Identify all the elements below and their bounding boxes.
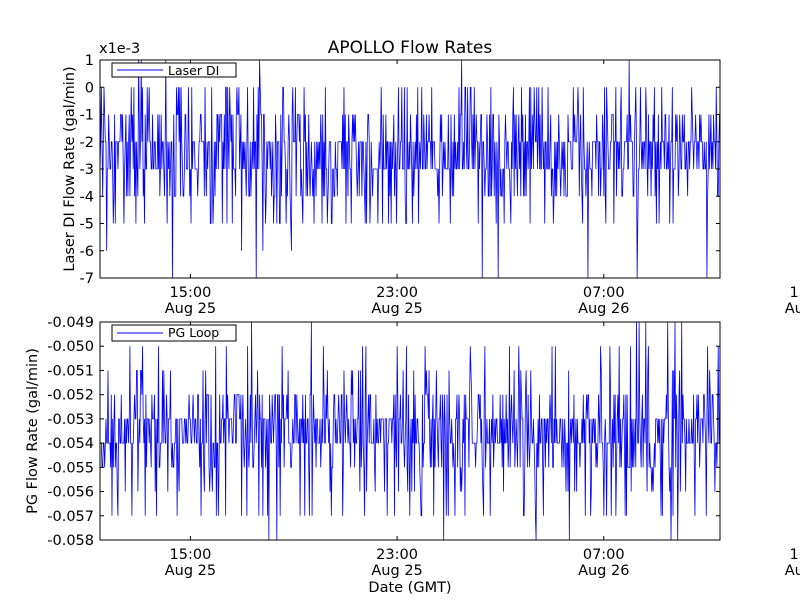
x-tick-date-label: Aug 25 bbox=[371, 563, 422, 579]
pg-loop-legend-label: PG Loop bbox=[168, 325, 219, 340]
series-line-laser-di bbox=[100, 60, 720, 278]
pg-loop-legend-box bbox=[111, 324, 237, 342]
x-tick-date-label: Aug 25 bbox=[165, 301, 216, 317]
y-tick-label: -0.057 bbox=[47, 509, 94, 525]
y-tick-label: -0.056 bbox=[47, 485, 94, 501]
y-tick-label: -0.050 bbox=[47, 339, 94, 355]
y-tick-label: -0.051 bbox=[47, 363, 94, 379]
x-tick-time-label: 15:00 bbox=[790, 547, 800, 563]
laser-di-y-axis-label: Laser DI Flow Rate (gal/min) bbox=[62, 66, 78, 271]
x-tick-date-label: Aug 26 bbox=[785, 301, 800, 317]
x-tick-time-label: 23:00 bbox=[376, 285, 418, 301]
laser-di-legend-box bbox=[111, 62, 237, 78]
y-tick-label: -0.055 bbox=[47, 460, 94, 476]
y-tick-label: -0.049 bbox=[47, 315, 94, 331]
x-tick-time-label: 07:00 bbox=[583, 547, 625, 563]
y-tick-label: -7 bbox=[80, 271, 94, 287]
laser-di-y-ticks: 1 0 -1 -2 -3 -4 -5 -6 -7 bbox=[80, 53, 720, 287]
y-tick-label: -2 bbox=[80, 135, 94, 151]
laser-di-legend-label: Laser DI bbox=[168, 63, 219, 78]
x-tick-date-label: Aug 25 bbox=[165, 563, 216, 579]
y-tick-label: 1 bbox=[85, 53, 94, 69]
y-tick-label: -6 bbox=[80, 244, 94, 260]
laser-di-offset-label: x1e-3 bbox=[99, 41, 140, 57]
x-tick-date-label: Aug 25 bbox=[371, 301, 422, 317]
pg-loop-series bbox=[100, 322, 720, 540]
x-tick-time-label: 07:00 bbox=[583, 285, 625, 301]
x-tick-date-label: Aug 26 bbox=[578, 301, 629, 317]
y-tick-label: -5 bbox=[80, 217, 94, 233]
y-tick-label: -0.054 bbox=[47, 436, 94, 452]
y-tick-label: -0.053 bbox=[47, 412, 94, 428]
x-tick-date-label: Aug 26 bbox=[785, 563, 800, 579]
x-tick-time-label: 15:00 bbox=[170, 285, 212, 301]
pg-loop-legend: PG Loop bbox=[111, 324, 237, 342]
laser-di-series bbox=[100, 60, 720, 278]
y-tick-label: 0 bbox=[85, 80, 94, 96]
chart-title: APOLLO Flow Rates bbox=[328, 38, 493, 58]
x-tick-time-label: 15:00 bbox=[790, 285, 800, 301]
series-line-pg-loop bbox=[100, 322, 720, 540]
y-tick-label: -3 bbox=[80, 162, 94, 178]
y-tick-label: -1 bbox=[80, 108, 94, 124]
pg-loop-y-axis-label: PG Flow Rate (gal/min) bbox=[25, 348, 41, 514]
pg-loop-y-ticks: -0.049 -0.050 -0.051 -0.052 -0.053 -0.054 -0.0… bbox=[47, 315, 720, 549]
y-tick-label: -4 bbox=[80, 189, 94, 205]
y-tick-label: -0.058 bbox=[47, 533, 94, 549]
laser-di-legend: Laser DI bbox=[111, 62, 237, 78]
y-tick-label: -0.052 bbox=[47, 388, 94, 404]
x-tick-time-label: 15:00 bbox=[170, 547, 212, 563]
x-tick-time-label: 23:00 bbox=[376, 547, 418, 563]
pg-loop-panel: -0.049 -0.050 -0.051 -0.052 -0.053 -0.054 -0.0… bbox=[25, 315, 800, 596]
x-axis-label: Date (GMT) bbox=[368, 580, 451, 596]
pg-loop-axes-frame bbox=[99, 321, 721, 541]
x-tick-date-label: Aug 26 bbox=[578, 563, 629, 579]
